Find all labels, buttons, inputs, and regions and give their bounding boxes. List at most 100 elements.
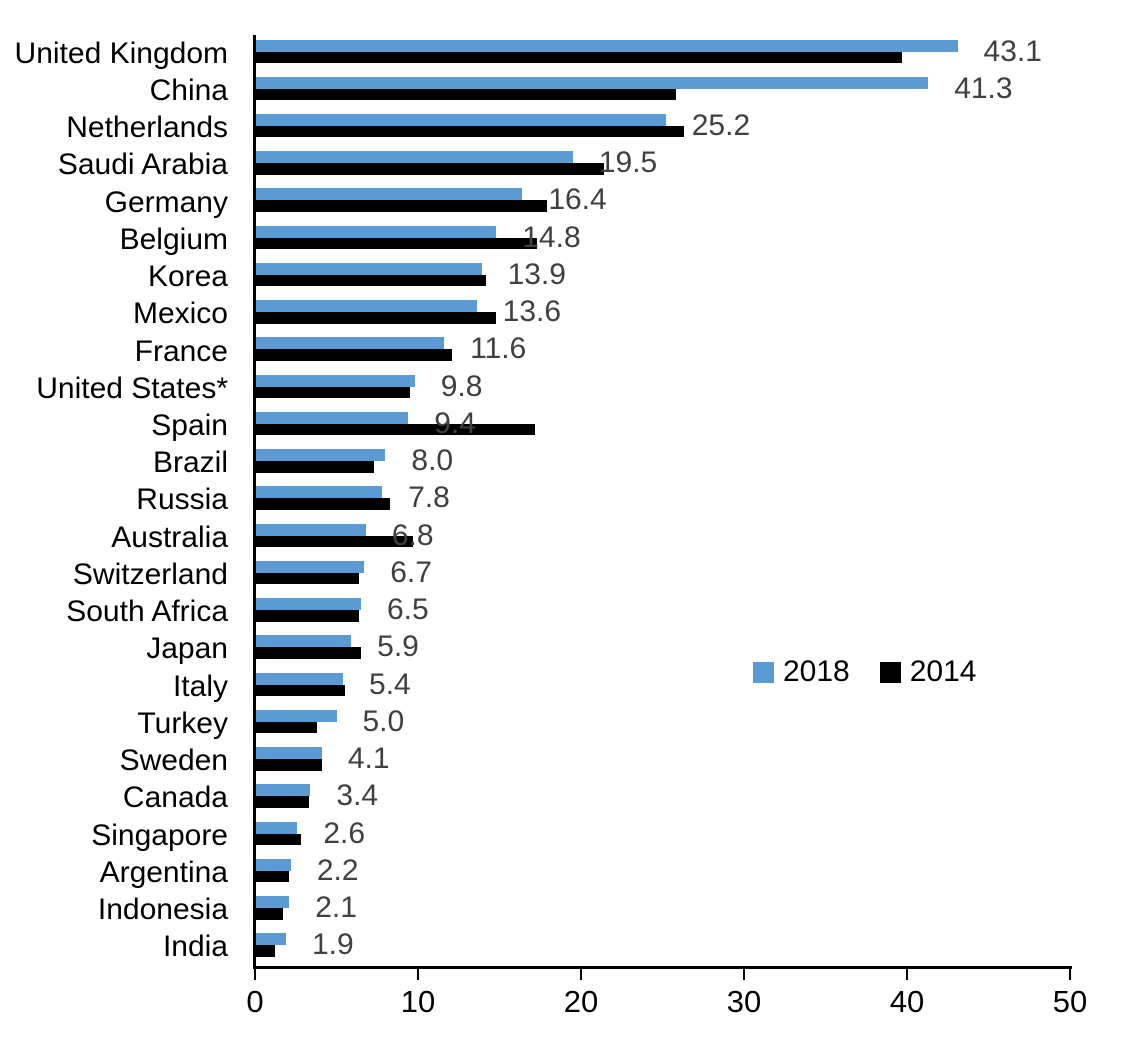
x-tick-mark-50 [1069,969,1071,980]
category-label-germany: Germany [104,185,228,219]
bar-2018-united-kingdom [255,39,958,52]
value-label-canada: 3.4 [336,779,379,813]
legend-swatch-2014 [879,661,901,683]
bar-2018-italy [255,672,344,685]
x-tick-mark-10 [417,969,419,980]
bar-2018-canada [255,784,311,797]
bar-2014-italy [255,684,345,697]
bar-2014-india [255,945,275,957]
x-axis-line [253,966,1072,969]
category-label-australia: Australia [111,520,228,554]
bar-2014-south-africa [255,610,360,622]
bar-2018-singapore [255,821,298,834]
bar-2014-spain [255,423,536,436]
bar-2018-indonesia [255,896,290,909]
x-tick-label-40: 40 [889,984,925,1019]
x-tick-label-0: 0 [246,984,264,1019]
bar-2018-brazil [255,449,386,462]
bar-2014-canada [255,796,309,808]
value-label-belgium: 14.8 [522,220,581,254]
bar-2018-sweden [255,747,322,760]
bar-2018-india [255,933,286,946]
value-label-australia: 6.8 [391,518,434,552]
bar-2018-japan [255,635,352,648]
category-label-south-africa: South Africa [66,595,228,629]
category-label-italy: Italy [172,669,228,703]
category-label-united-states: United States* [36,371,228,405]
value-label-netherlands: 25.2 [691,108,751,142]
category-label-turkey: Turkey [137,706,228,740]
category-label-brazil: Brazil [152,446,228,480]
legend: 2018 2014 [753,655,977,689]
x-tick-label-10: 10 [400,984,436,1019]
category-label-india: India [162,930,228,964]
bar-2018-spain [255,411,409,424]
category-label-singapore: Singapore [91,818,228,852]
bar-2018-australia [255,523,366,536]
x-tick-label-30: 30 [726,984,762,1019]
bar-2018-china [255,76,929,89]
bar-2018-argentina [255,858,291,871]
legend-swatch-2018 [753,661,774,683]
value-label-singapore: 2.6 [323,816,366,850]
category-label-mexico: Mexico [132,297,228,331]
bar-2014-argentina [255,870,290,883]
bar-2014-russia [255,498,391,510]
value-label-france: 11.6 [470,332,527,366]
category-label-united-kingdom: United Kingdom [14,36,228,70]
legend-item-2018: 2018 [753,655,850,689]
bar-2018-united-states [255,374,415,387]
value-label-saudi-arabia: 19.5 [598,146,658,180]
value-label-brazil: 8.0 [411,444,454,478]
category-label-belgium: Belgium [119,222,228,256]
bar-2014-germany [255,200,547,212]
category-label-japan: Japan [146,632,228,666]
legend-label-2014: 2014 [909,655,977,688]
bar-2014-belgium [255,237,537,250]
value-label-china: 41.3 [954,71,1013,105]
x-tick-label-50: 50 [1052,984,1088,1019]
value-label-sweden: 4.1 [347,742,390,776]
bar-2018-russia [255,486,383,499]
value-label-mexico: 13.6 [502,295,562,329]
value-label-korea: 13.9 [507,257,566,291]
category-label-spain: Spain [151,409,228,442]
category-label-france: France [134,334,228,368]
category-label-argentina: Argentina [99,855,228,889]
value-label-turkey: 5.0 [362,704,405,738]
legend-label-2018: 2018 [783,655,850,688]
bar-2014-saudi-arabia [255,163,604,175]
value-label-spain: 9.4 [434,406,476,440]
value-label-germany: 16.4 [548,183,607,217]
value-label-united-states: 9.8 [440,369,483,403]
x-tick-label-20: 20 [563,984,599,1019]
category-label-korea: Korea [147,260,228,294]
category-label-china: China [149,73,228,107]
category-label-indonesia: Indonesia [97,893,228,927]
bar-2018-germany [255,188,523,201]
value-label-switzerland: 6.7 [390,555,432,589]
bar-2018-south-africa [255,598,361,611]
bar-2014-china [255,88,676,101]
bar-2018-belgium [255,225,497,238]
bar-2018-korea [255,262,482,275]
bar-2018-switzerland [255,560,365,573]
bar-2018-mexico [255,300,477,313]
value-label-japan: 5.9 [377,630,419,664]
category-label-russia: Russia [136,483,228,517]
value-label-indonesia: 2.1 [315,891,357,925]
category-label-switzerland: Switzerland [72,557,228,591]
y-axis-line [253,35,256,969]
bar-2014-united-states [255,386,410,399]
legend-item-2014: 2014 [879,655,977,689]
bar-2014-brazil [255,461,374,473]
category-label-saudi-arabia: Saudi Arabia [57,148,228,182]
bar-2014-sweden [255,759,322,771]
bar-2014-netherlands [255,125,684,138]
bar-2014-singapore [255,833,301,846]
bar-2018-turkey [255,709,337,722]
x-tick-mark-40 [906,969,908,980]
bar-2014-australia [255,535,414,548]
value-label-south-africa: 6.5 [386,593,429,627]
